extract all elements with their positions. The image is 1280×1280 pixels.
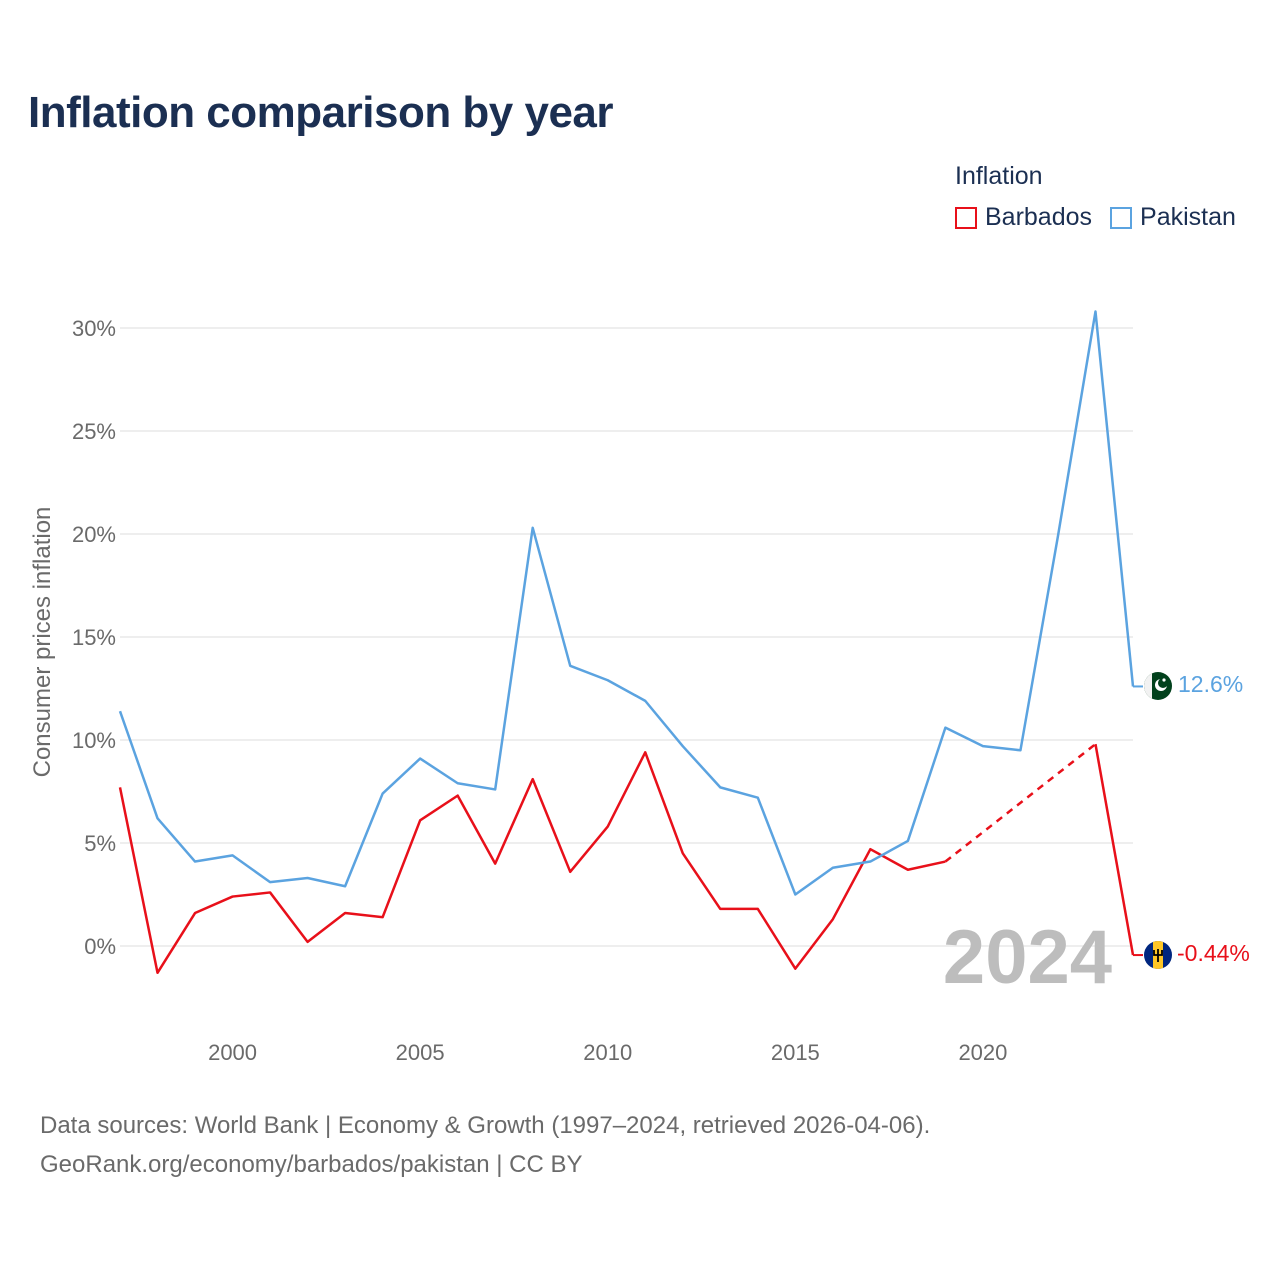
pakistan-flag-icon <box>1144 672 1172 700</box>
y-tick-label: 10% <box>72 728 116 753</box>
series-lines <box>118 310 1143 975</box>
legend-title: Inflation <box>955 162 1043 190</box>
grid-lines <box>120 327 1133 947</box>
y-tick-label: 5% <box>84 831 116 856</box>
x-tick-label: 2010 <box>583 1040 632 1065</box>
x-tick-label: 2020 <box>958 1040 1007 1065</box>
y-tick-label: 30% <box>72 316 116 341</box>
footer-sources: Data sources: World Bank | Economy & Gro… <box>40 1112 931 1139</box>
axes: 0% 5% 10% 15% 20% 25% 30% 2000 2005 2010 2015 2020 <box>72 316 1007 1065</box>
legend-swatch-barbados <box>955 206 977 229</box>
barbados-flag-icon <box>1144 941 1172 969</box>
legend-label-pakistan: Pakistan <box>1140 203 1236 231</box>
x-tick-label: 2015 <box>771 1040 820 1065</box>
line-chart: 2024 0% 5% 10% 15% 20% 25% 30% 2000 2005 2010 2015… <box>29 310 1250 1065</box>
year-watermark: 2024 <box>943 915 1112 1000</box>
y-tick-label: 20% <box>72 522 116 547</box>
y-tick-label: 25% <box>72 419 116 444</box>
y-tick-label: 0% <box>84 934 116 959</box>
footer: Data sources: World Bank | Economy & Gro… <box>40 1106 930 1184</box>
series-line-barbados <box>118 751 946 975</box>
footer-link[interactable]: GeoRank.org/economy/barbados/pakistan | … <box>40 1151 583 1178</box>
end-label-barbados: -0.44% <box>1177 940 1250 966</box>
chart-title: Inflation comparison by year <box>28 88 614 137</box>
y-axis-title: Consumer prices inflation <box>29 507 56 778</box>
x-tick-label: 2005 <box>396 1040 445 1065</box>
legend-item-pakistan[interactable]: Pakistan <box>1110 203 1236 232</box>
x-tick-label: 2000 <box>208 1040 257 1065</box>
end-label-pakistan: 12.6% <box>1178 671 1243 697</box>
legend: Inflation Barbados Pakistan <box>955 162 1254 232</box>
y-tick-label: 15% <box>72 625 116 650</box>
series-gap-barbados <box>944 743 1097 863</box>
series-line-pakistan <box>118 310 1135 896</box>
legend-swatch-pakistan <box>1110 206 1133 229</box>
series-line-barbados <box>1094 743 1135 956</box>
legend-label-barbados: Barbados <box>985 203 1093 231</box>
legend-item-barbados[interactable]: Barbados <box>955 203 1092 232</box>
end-markers: 12.6% -0.44% <box>1144 671 1250 969</box>
